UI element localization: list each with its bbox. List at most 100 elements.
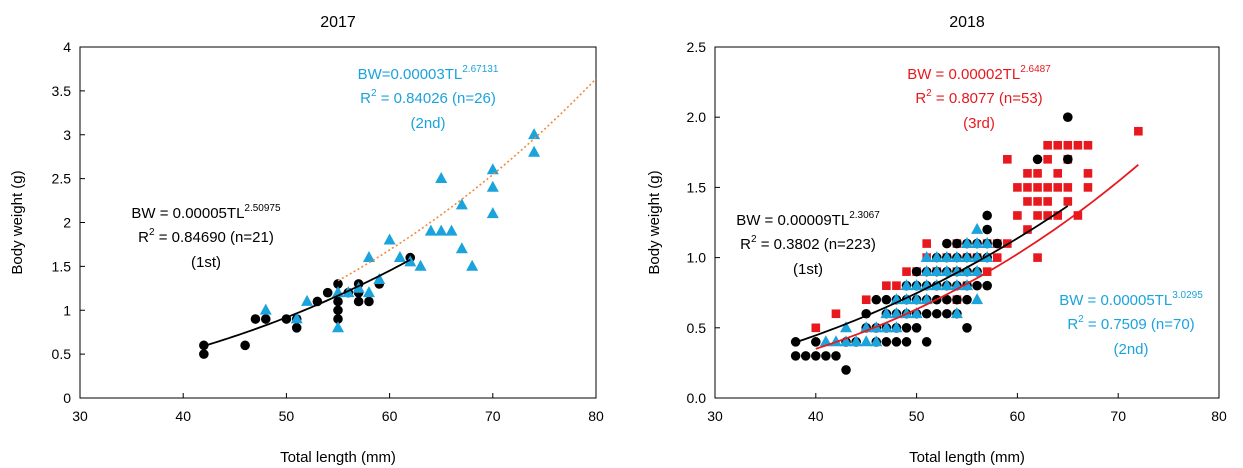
data-point <box>920 293 933 305</box>
data-point <box>892 281 901 290</box>
data-point <box>871 294 882 305</box>
data-point <box>971 293 984 305</box>
x-tick-label: 50 <box>909 408 925 424</box>
data-point <box>961 251 973 262</box>
data-point <box>950 251 963 262</box>
chart-title: 2018 <box>949 14 985 31</box>
data-point <box>861 295 871 305</box>
r-squared-line: R2 = 0.84690 (n=21) <box>138 227 274 246</box>
data-point <box>333 305 343 316</box>
data-point <box>921 337 932 347</box>
data-point <box>940 279 953 291</box>
data-point <box>811 323 821 333</box>
data-point <box>992 238 1003 249</box>
y-axis-label: Body weight (g) <box>646 170 663 274</box>
data-point <box>1043 183 1052 192</box>
data-point <box>424 224 437 236</box>
data-point <box>1053 140 1063 150</box>
x-tick-label: 40 <box>175 408 191 424</box>
data-point <box>1023 183 1032 192</box>
r-squared-line: R2 = 0.84026 (n=26) <box>360 88 496 107</box>
cohort-label: (2nd) <box>410 115 445 132</box>
plot-frame <box>714 46 1220 399</box>
chart-panel-2018: 2018 30 40 50 60 70 80 0.0 0.5 1.0 1.5 2.0 2.5 Total … <box>646 14 1227 466</box>
data-point <box>811 337 821 347</box>
equation-line: BW = 0.00009TL2.3067 <box>736 210 880 229</box>
data-point <box>930 279 943 291</box>
data-point <box>921 308 932 319</box>
data-point <box>362 286 375 298</box>
data-point <box>901 323 912 333</box>
y-tick-label: 2.5 <box>687 39 707 55</box>
data-point <box>466 259 479 271</box>
y-tick-label: 2.0 <box>687 109 707 125</box>
data-point <box>1033 253 1042 262</box>
data-point <box>435 172 448 184</box>
equation-line: BW = 0.00005TL3.0295 <box>1059 290 1203 309</box>
x-tick-label: 70 <box>1110 408 1126 424</box>
x-axis-label: Total length (mm) <box>280 449 396 466</box>
data-point <box>931 308 942 319</box>
y-tick-label: 0.5 <box>687 320 707 336</box>
data-point <box>961 236 973 248</box>
data-point <box>952 238 962 249</box>
data-point <box>890 307 903 319</box>
data-point <box>301 294 314 306</box>
data-point <box>942 238 952 249</box>
data-point <box>910 279 923 291</box>
data-point <box>353 296 364 307</box>
data-point <box>1134 126 1143 136</box>
data-point <box>930 251 943 262</box>
data-point <box>911 323 922 333</box>
y-tick-label: 1.0 <box>687 250 707 266</box>
trendline <box>795 205 1069 344</box>
r-squared-line: R2 = 0.8077 (n=53) <box>915 88 1042 107</box>
data-point <box>260 314 271 324</box>
data-point <box>840 335 853 347</box>
equation-annotation: BW = 0.00002TL2.6487 R2 = 0.8077 (n=53) (3… <box>907 64 1051 132</box>
data-point <box>981 236 994 248</box>
cohort-label: (1st) <box>793 261 823 278</box>
data-point <box>1043 155 1052 164</box>
y-tick-label: 3.5 <box>52 83 72 99</box>
y-tick-label: 0 <box>63 390 71 406</box>
data-point <box>486 207 499 219</box>
data-point <box>870 335 883 347</box>
chart-title: 2017 <box>320 14 356 31</box>
data-point <box>922 239 931 248</box>
equation-line: BW=0.00003TL2.67131 <box>358 64 499 83</box>
y-tick-label: 4 <box>63 39 71 55</box>
data-point <box>881 337 892 347</box>
data-point <box>1063 154 1073 165</box>
data-point <box>383 233 396 245</box>
data-point <box>1083 169 1093 178</box>
data-point <box>1073 140 1083 150</box>
y-tick-label: 0.5 <box>52 346 72 362</box>
data-point <box>982 280 992 291</box>
data-point <box>528 128 541 140</box>
equation-annotation: BW = 0.00005TL2.50975 R2 = 0.84690 (n=21)… <box>131 203 281 271</box>
data-point <box>1013 183 1022 192</box>
data-point <box>1043 211 1052 220</box>
data-point <box>1053 211 1063 220</box>
data-point <box>942 308 952 319</box>
data-point <box>333 296 343 307</box>
data-point <box>940 251 953 262</box>
data-point <box>528 145 541 157</box>
data-point <box>1033 169 1042 178</box>
x-tick-label: 30 <box>72 408 88 424</box>
data-point <box>880 307 893 319</box>
y-tick-label: 1.5 <box>52 258 72 274</box>
data-point <box>455 198 468 210</box>
data-point <box>1023 197 1032 206</box>
plot-frame <box>79 46 597 399</box>
y-tick-label: 0.0 <box>687 390 707 406</box>
data-point <box>1023 225 1032 234</box>
r-squared-line: R2 = 0.7509 (n=70) <box>1067 314 1194 333</box>
data-point <box>1083 183 1093 192</box>
equation-line: BW = 0.00002TL2.6487 <box>907 64 1051 83</box>
data-point <box>942 294 952 305</box>
y-tick-label: 3 <box>63 127 71 143</box>
equation-line: BW = 0.00005TL2.50975 <box>131 203 281 222</box>
data-point <box>900 279 913 291</box>
